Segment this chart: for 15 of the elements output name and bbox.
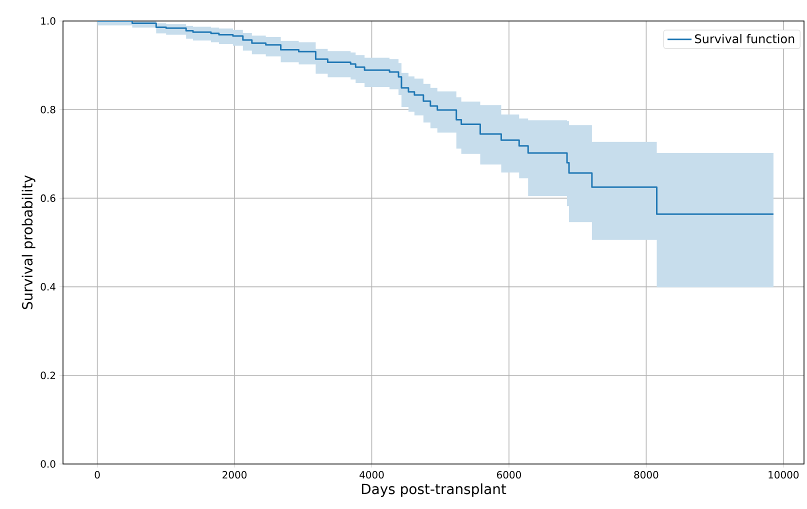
x-tick-label: 10000	[768, 471, 799, 479]
x-tick-label: 2000	[222, 471, 247, 479]
x-tick-label: 6000	[497, 471, 521, 479]
y-tick-label: 1.0	[41, 17, 56, 25]
x-axis-title: Days post-transplant	[362, 483, 506, 497]
x-tick-label: 4000	[360, 471, 384, 479]
y-tick-label: 0.0	[40, 460, 56, 468]
legend-label: Survival function	[695, 34, 794, 44]
y-axis-title: Survival probability	[22, 175, 36, 310]
y-tick-label: 0.8	[40, 106, 56, 114]
y-tick-label: 0.6	[40, 194, 56, 202]
y-tick-label: 0.2	[40, 372, 55, 380]
y-tick-label: 0.4	[40, 283, 56, 291]
x-tick-label: 0	[94, 471, 100, 479]
x-tick-label: 8000	[634, 471, 658, 479]
